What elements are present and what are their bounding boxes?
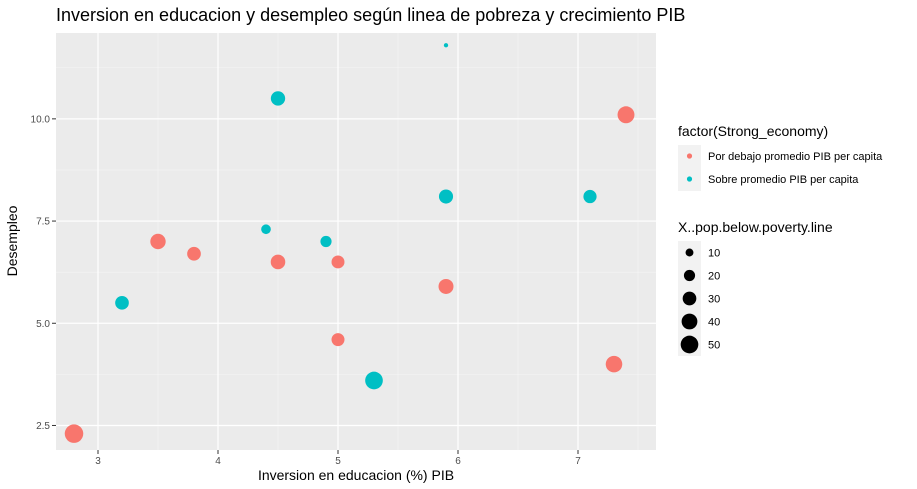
chart-title: Inversion en educacion y desempleo según… (56, 5, 685, 25)
data-point (438, 278, 454, 294)
legend-size-label: 10 (708, 248, 720, 260)
legend-size-swatch (683, 269, 696, 282)
x-axis-label: Inversion en educacion (%) PIB (258, 467, 454, 483)
legend-size-swatch (680, 335, 699, 354)
x-tick-label: 6 (455, 456, 461, 467)
y-tick-label: 5.0 (36, 319, 50, 330)
legend-key-swatch (686, 153, 693, 159)
x-axis: 3 4 5 6 7 (95, 450, 581, 467)
data-point (270, 91, 286, 106)
legend-color: factor(Strong_economy) Por debajo promed… (678, 123, 883, 191)
x-tick-label: 7 (575, 456, 581, 467)
y-axis-label: Desempleo (4, 205, 20, 276)
data-point (583, 189, 597, 204)
data-point (331, 333, 345, 347)
y-axis: 2.5 5.0 7.5 10.0 (31, 114, 56, 432)
data-point (617, 106, 635, 124)
legend-size-swatch (685, 248, 694, 257)
points-layer (64, 43, 635, 443)
legend-size-label: 30 (708, 294, 720, 306)
data-point (320, 235, 332, 248)
data-point (443, 43, 449, 48)
data-point (150, 233, 166, 250)
data-point (187, 246, 201, 261)
data-point (64, 424, 84, 443)
legend-size-label: 40 (708, 317, 720, 329)
y-tick-label: 2.5 (36, 421, 50, 432)
legend-key-swatch (686, 176, 693, 182)
x-tick-label: 5 (335, 456, 341, 467)
plot-panel (56, 33, 656, 450)
legend-size-label: 20 (708, 271, 720, 283)
x-tick-label: 4 (215, 456, 221, 467)
data-point (331, 255, 345, 269)
legend-size-swatch (682, 291, 697, 306)
legend-color-title: factor(Strong_economy) (678, 123, 828, 139)
legend-size-label: 50 (708, 340, 720, 352)
data-point (605, 355, 623, 373)
legend-entry-label: Sobre promedio PIB per capita (708, 174, 859, 186)
x-tick-label: 3 (95, 456, 101, 467)
grid-major (56, 33, 656, 450)
y-tick-label: 7.5 (36, 217, 50, 228)
legend-size-swatch (681, 313, 698, 330)
data-point (115, 295, 129, 310)
data-point (438, 189, 454, 204)
data-point (270, 254, 286, 270)
data-point (261, 224, 271, 235)
legend-entry-label: Por debajo promedio PIB per capita (708, 151, 883, 163)
y-tick-label: 10.0 (31, 114, 51, 125)
data-point (365, 371, 383, 390)
legend-size-title: X..pop.below.poverty.line (678, 219, 833, 235)
legend-size: X..pop.below.poverty.line 10 20 30 40 50 (678, 219, 833, 356)
